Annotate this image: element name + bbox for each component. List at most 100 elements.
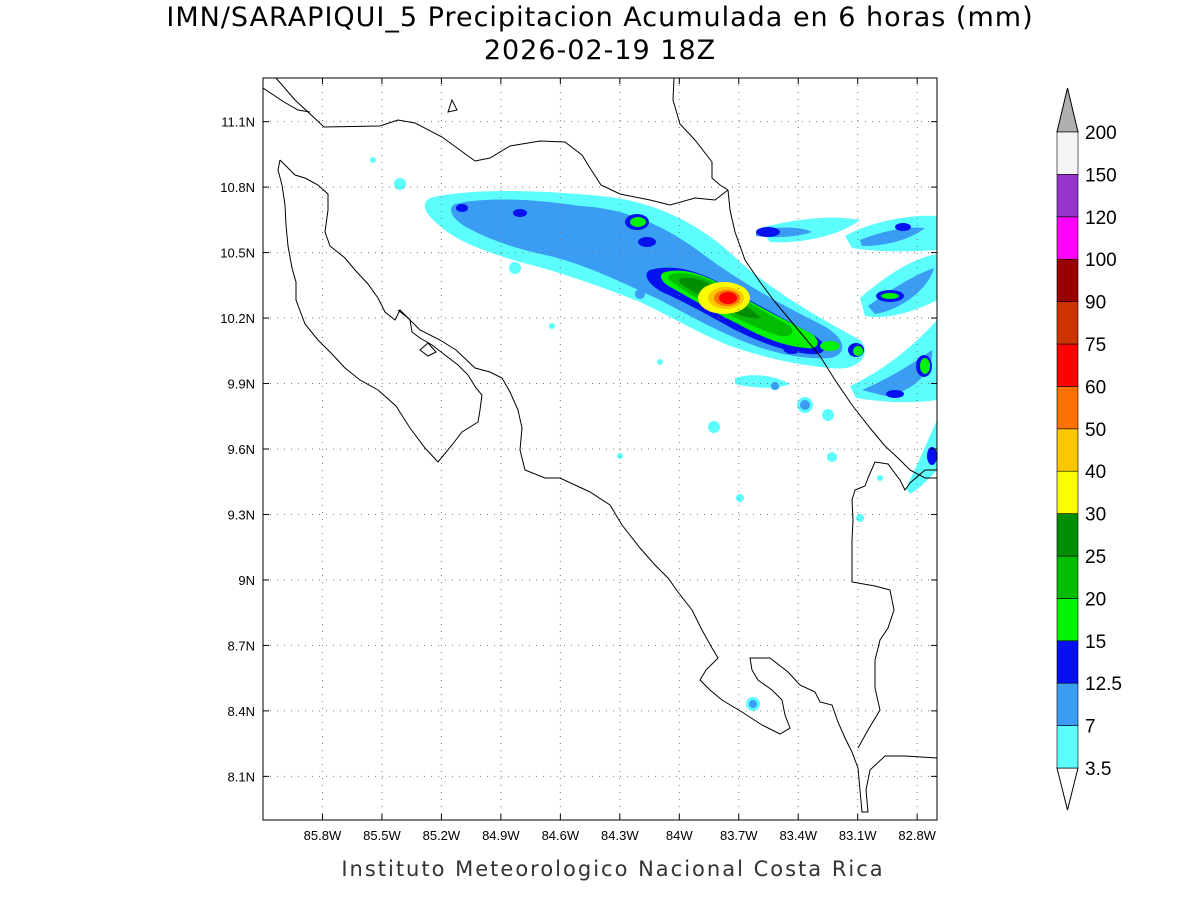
colorbar-swatch xyxy=(1056,386,1079,430)
lat-tick-label: 8.4N xyxy=(228,704,255,719)
colorbar-label: 15 xyxy=(1085,632,1106,653)
lon-tick-label: 84.3W xyxy=(601,828,639,843)
lon-tick-label: 85.5W xyxy=(363,828,401,843)
colorbar-label: 3.5 xyxy=(1085,759,1111,780)
colorbar-swatch xyxy=(1056,513,1079,557)
colorbar-swatch xyxy=(1056,682,1079,726)
colorbar-under-arrow xyxy=(1056,767,1079,811)
page-subtitle: 2026-02-19 18Z xyxy=(483,35,717,66)
colorbar-swatch xyxy=(1056,301,1079,345)
lon-tick-label: 84.9W xyxy=(482,828,520,843)
colorbar-swatch xyxy=(1056,131,1079,175)
precipitation-field xyxy=(370,157,937,711)
colorbar-swatch xyxy=(1056,725,1079,769)
colorbar-label: 200 xyxy=(1085,123,1117,144)
lon-tick-label: 85.8W xyxy=(304,828,342,843)
precip-cell xyxy=(771,382,779,390)
lat-tick-label: 9.6N xyxy=(228,442,255,457)
precip-cell xyxy=(800,400,810,410)
colorbar-label: 50 xyxy=(1085,420,1106,441)
colorbar-label: 150 xyxy=(1085,165,1117,186)
lon-tick-label: 85.2W xyxy=(423,828,461,843)
chira-island xyxy=(419,342,437,357)
precip-cell xyxy=(549,323,555,329)
precip-cell xyxy=(920,358,930,374)
precip-cell xyxy=(749,700,757,708)
lat-tick-label: 9N xyxy=(238,573,255,588)
lat-tick-label: 10.8N xyxy=(220,180,255,195)
colorbar-label: 90 xyxy=(1085,293,1106,314)
precip-band-7 xyxy=(868,268,934,314)
precip-cell xyxy=(881,293,899,299)
coastlines xyxy=(263,78,937,813)
colorbar: 3.5 7 12.5 15 20 25 30 40 50 60 75 90 100 120 150 200 xyxy=(1056,87,1122,811)
lon-tick-label: 84.6W xyxy=(542,828,580,843)
precip-cell xyxy=(708,421,720,433)
precip-cell xyxy=(756,227,780,237)
colorbar-label: 75 xyxy=(1085,335,1106,356)
precip-cell xyxy=(638,237,656,247)
precip-cell xyxy=(822,409,834,421)
precip-cell xyxy=(820,341,840,351)
nicaragua-caribbean-coast xyxy=(672,78,729,191)
colorbar-swatch xyxy=(1056,470,1079,514)
panama-border xyxy=(867,461,937,491)
precip-cell xyxy=(630,217,646,227)
precip-cell xyxy=(895,223,911,231)
colorbar-label: 20 xyxy=(1085,589,1106,610)
lon-tick-label: 83.1W xyxy=(839,828,877,843)
colorbar-swatch xyxy=(1056,174,1079,218)
precip-cell xyxy=(736,494,744,502)
colorbar-label: 7 xyxy=(1085,717,1096,738)
colorbar-over-arrow xyxy=(1056,87,1079,133)
precip-cell xyxy=(513,209,527,217)
precip-cell xyxy=(635,289,645,299)
precip-band-7 xyxy=(862,350,933,396)
colorbar-swatch xyxy=(1056,428,1079,472)
lat-tick-label: 9.9N xyxy=(228,377,255,392)
colorbar-label: 40 xyxy=(1085,462,1106,483)
nicaragua-pacific-coast xyxy=(263,87,311,113)
colorbar-label: 25 xyxy=(1085,547,1106,568)
panama-border-south xyxy=(851,477,895,749)
lon-tick-label: 83.7W xyxy=(720,828,758,843)
precip-cell xyxy=(394,178,406,190)
lat-tick-label: 11.1N xyxy=(221,115,255,130)
colorbar-label: 12.5 xyxy=(1085,674,1122,695)
lat-tick-label: 10.5N xyxy=(220,246,255,261)
colorbar-swatch xyxy=(1056,258,1079,302)
precip-cell xyxy=(370,157,376,163)
lat-tick-label: 8.1N xyxy=(228,769,255,784)
precip-cell xyxy=(657,359,663,365)
lat-tick-label: 10.2N xyxy=(220,311,255,326)
lake-island xyxy=(447,98,458,113)
map-grid xyxy=(263,78,937,820)
colorbar-swatch xyxy=(1056,598,1079,642)
lon-tick-label: 84W xyxy=(666,828,693,843)
lon-axis: 85.8W 85.5W 85.2W 84.9W 84.6W 84.3W 84W 83.7W 83… xyxy=(304,78,937,843)
colorbar-label: 30 xyxy=(1085,505,1106,526)
precip-cell xyxy=(927,447,937,465)
colorbar-swatch xyxy=(1056,640,1079,684)
lat-tick-label: 8.7N xyxy=(228,638,255,653)
caribbean-coast xyxy=(727,189,937,479)
nicoya-gulf-coast xyxy=(397,309,937,813)
colorbar-swatch xyxy=(1056,216,1079,260)
lat-axis: 8.1N 8.4N 8.7N 9N 9.3N 9.6N 9.9N 10.2N 10.5N 10.8… xyxy=(220,115,937,784)
colorbar-label: 120 xyxy=(1085,208,1117,229)
lon-tick-label: 82.8W xyxy=(898,828,936,843)
colorbar-label: 60 xyxy=(1085,377,1106,398)
precip-cell xyxy=(456,204,468,212)
precip-band-3.5 xyxy=(735,375,790,388)
pacific-coast xyxy=(277,159,483,463)
precip-band-7 xyxy=(860,227,925,246)
precip-cell xyxy=(827,452,837,462)
precip-cell xyxy=(877,475,883,481)
precip-cell xyxy=(509,262,521,274)
precip-cell xyxy=(856,514,864,522)
precip-band-3.5 xyxy=(906,420,937,494)
colorbar-swatch xyxy=(1056,555,1079,599)
page-title: IMN/SARAPIQUI_5 Precipitacion Acumulada … xyxy=(166,2,1034,33)
lon-tick-label: 83.4W xyxy=(779,828,817,843)
